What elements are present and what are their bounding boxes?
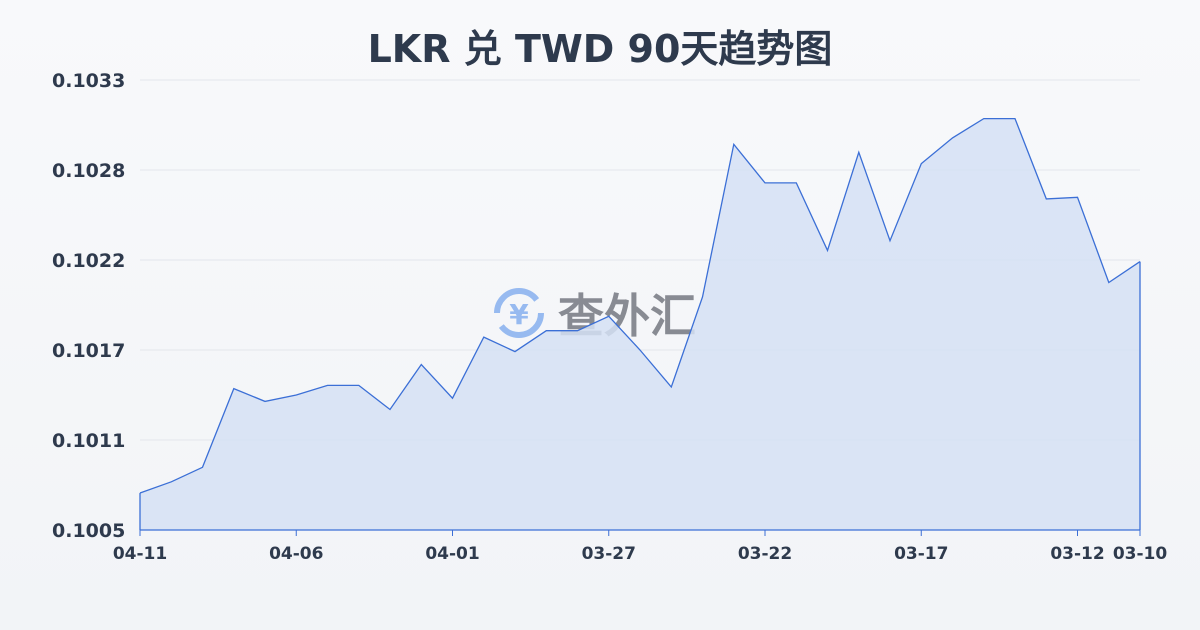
x-tick-label: 03-27 (582, 544, 636, 564)
x-tick-label: 03-12 (1050, 544, 1104, 564)
x-tick-label: 03-17 (894, 544, 948, 564)
yen-symbol: ¥ (509, 298, 529, 331)
y-tick-label: 0.1011 (52, 430, 125, 452)
series-line (139, 117, 1141, 494)
x-tick-label: 04-01 (425, 544, 479, 564)
y-tick-label: 0.1022 (52, 250, 125, 272)
x-tick-label: 04-11 (113, 544, 167, 564)
y-tick-label: 0.1017 (52, 340, 125, 362)
area-fill (140, 118, 1140, 530)
x-tick-label: 04-06 (269, 544, 323, 564)
chart-title: LKR 兑 TWD 90天趋势图 (367, 27, 833, 71)
y-tick-label: 0.1005 (52, 520, 125, 542)
yen-exchange-icon (494, 288, 544, 338)
y-tick-label: 0.1028 (52, 160, 125, 182)
x-tick-label: 03-22 (738, 544, 792, 564)
y-tick-label: 0.1033 (52, 70, 125, 92)
x-tick-label: 03-10 (1113, 544, 1168, 564)
